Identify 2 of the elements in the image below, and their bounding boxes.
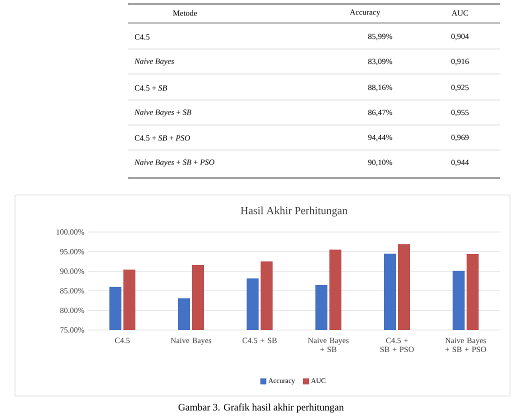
text: Gambar 3. Grafik hasil akhir perhitungan [178,403,344,413]
chart-title: Hasil Akhir Perhitungan [240,206,348,217]
